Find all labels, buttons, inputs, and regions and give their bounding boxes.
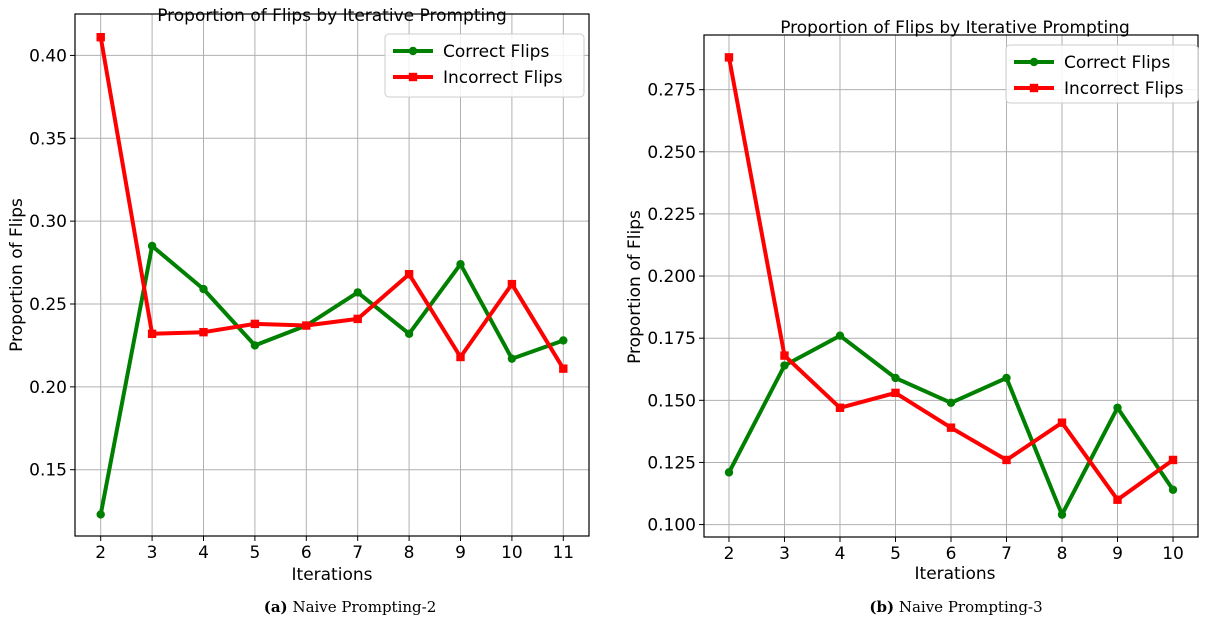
point-incorrect-flips: [891, 388, 900, 398]
point-incorrect-flips: [835, 403, 845, 412]
y-tick-label: 0.20: [29, 378, 67, 398]
point-correct-flips: [1057, 510, 1067, 519]
point-correct-flips: [96, 510, 105, 519]
caption-b-text: Naive Prompting-3: [898, 598, 1043, 616]
x-tick-label: 10: [501, 543, 523, 563]
legend-marker-incorrect-flips: [1029, 83, 1039, 93]
y-axis-label: Proportion of Flips: [625, 210, 645, 364]
caption-a: (a) Naive Prompting-2: [210, 598, 490, 616]
caption-a-text: Naive Prompting-2: [292, 598, 437, 616]
chart-2: 2 3 4 5 6 7 8 9 10 0.100 0.125 0.150 0.175 0.200 0.225…: [625, 18, 1199, 584]
y-tick-label: 0.25: [29, 295, 67, 315]
x-tick-label: 4: [198, 543, 209, 563]
point-incorrect-flips: [353, 314, 362, 324]
series-line-incorrect-flips: [98, 36, 566, 370]
chart-title: Proportion of Flips by Iterative Prompti…: [780, 18, 1130, 38]
point-incorrect-flips: [1002, 455, 1011, 465]
point-correct-flips: [780, 361, 789, 370]
point-incorrect-flips: [456, 352, 465, 362]
plot-frame: [74, 13, 590, 537]
chart-title: Proportion of Flips by Iterative Prompti…: [157, 6, 507, 26]
point-correct-flips: [404, 329, 414, 339]
point-incorrect-flips: [96, 33, 105, 42]
point-correct-flips: [835, 331, 845, 340]
point-incorrect-flips: [250, 319, 260, 329]
point-incorrect-flips: [302, 321, 311, 330]
legend-label-incorrect-flips: Incorrect Flips: [1064, 79, 1184, 99]
legend-box: [384, 33, 585, 98]
y-axis-label: Proportion of Flips: [7, 198, 27, 352]
caption-b-label: (b): [869, 598, 895, 616]
y-tick-label: 0.250: [647, 143, 696, 163]
x-tick-label: 9: [1112, 544, 1123, 564]
y-tick-label: 0.15: [29, 461, 67, 481]
legend-marker-correct-flips: [408, 46, 418, 56]
point-incorrect-flips: [1113, 495, 1122, 504]
y-tick-label: 0.35: [29, 129, 67, 149]
point-correct-flips: [1168, 485, 1178, 494]
x-tick-label: 3: [147, 543, 158, 563]
x-tick-label: 2: [724, 544, 735, 564]
x-tick-label: 5: [249, 543, 260, 563]
point-incorrect-flips: [1057, 418, 1067, 427]
legend-marker-correct-flips: [1029, 57, 1039, 67]
legend-label-correct-flips: Correct Flips: [1064, 53, 1170, 73]
y-tick-label: 0.275: [647, 81, 696, 101]
x-tick-label: 8: [404, 543, 415, 563]
point-correct-flips: [199, 284, 208, 294]
x-tick-label: 7: [1001, 544, 1012, 564]
x-tick-label: 7: [352, 543, 363, 563]
legend-marker-incorrect-flips: [408, 72, 418, 82]
y-tick-label: 0.200: [647, 267, 696, 287]
point-correct-flips: [353, 288, 362, 297]
x-tick-label: 8: [1057, 544, 1068, 564]
point-correct-flips: [1113, 403, 1122, 412]
x-tick-label: 11: [552, 543, 574, 563]
chart-1: 2 3 4 5 6 7 8 9 10 11 0.15 0.20 0.25 0.30 0.35 0.40 Prop…: [7, 6, 590, 585]
x-tick-label: 4: [835, 544, 846, 564]
point-incorrect-flips: [507, 279, 517, 289]
point-correct-flips: [1002, 373, 1011, 383]
point-correct-flips: [724, 468, 734, 477]
point-correct-flips: [456, 260, 465, 269]
y-tick-label: 0.30: [29, 212, 67, 232]
x-axis-label: Iterations: [915, 564, 996, 584]
x-tick-label: 2: [95, 543, 106, 563]
legend-label-correct-flips: Correct Flips: [443, 42, 549, 62]
y-tick-label: 0.125: [647, 453, 696, 473]
caption-b: (b) Naive Prompting-3: [806, 598, 1106, 616]
x-axis-label: Iterations: [292, 565, 373, 585]
x-tick-label: 5: [890, 544, 901, 564]
x-tick-label: 6: [301, 543, 312, 563]
point-correct-flips: [559, 336, 568, 345]
point-incorrect-flips: [724, 53, 734, 62]
caption-a-label: (a): [263, 598, 288, 616]
point-correct-flips: [946, 398, 956, 408]
point-incorrect-flips: [946, 423, 956, 432]
point-incorrect-flips: [147, 329, 157, 339]
point-incorrect-flips: [559, 364, 568, 373]
point-correct-flips: [891, 373, 900, 383]
x-tick-label: 6: [946, 544, 957, 564]
x-tick-label: 9: [455, 543, 466, 563]
point-correct-flips: [147, 241, 157, 251]
y-tick-label: 0.175: [647, 329, 696, 349]
y-tick-label: 0.40: [29, 46, 67, 66]
point-incorrect-flips: [404, 269, 414, 279]
point-correct-flips: [250, 341, 260, 350]
y-tick-label: 0.100: [647, 516, 696, 536]
point-incorrect-flips: [1168, 455, 1178, 465]
point-incorrect-flips: [199, 327, 208, 337]
y-tick-label: 0.225: [647, 205, 696, 225]
legend-label-incorrect-flips: Incorrect Flips: [443, 68, 563, 88]
series-line-correct-flips: [98, 244, 564, 515]
y-tick-label: 0.150: [647, 391, 696, 411]
x-tick-label: 3: [779, 544, 790, 564]
point-correct-flips: [507, 354, 517, 363]
point-incorrect-flips: [780, 351, 789, 360]
x-tick-label: 10: [1162, 544, 1184, 564]
